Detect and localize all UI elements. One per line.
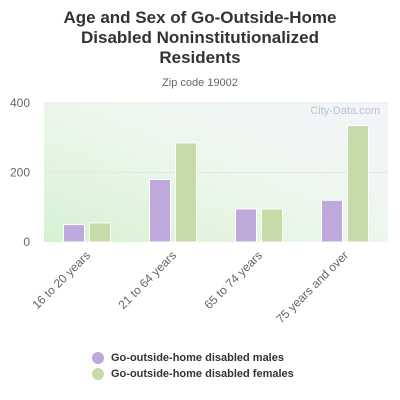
bar-males-2 (235, 208, 257, 243)
chart-subtitle: Zip code 19002 (162, 77, 238, 89)
chart-title-line-3: Residents (159, 48, 241, 67)
bar-females-2 (261, 208, 283, 243)
chart-title-line-2: Disabled Noninstitutionalized (80, 28, 319, 47)
bar-males-3 (321, 199, 343, 243)
legend-swatch-females (92, 368, 104, 380)
chart-title: Age and Sex of Go-Outside-Home Disabled … (0, 8, 400, 68)
bar-females-1 (175, 142, 197, 243)
x-tick-label: 21 to 64 years (115, 248, 179, 312)
x-tick-label: 75 years and over (273, 248, 351, 326)
bar-males-0 (63, 224, 85, 243)
watermark: City-Data.com (310, 105, 380, 117)
legend: Go-outside-home disabled males Go-outsid… (92, 350, 294, 382)
y-tick-label: 200 (10, 166, 30, 180)
x-tick-label: 16 to 20 years (29, 248, 93, 312)
legend-swatch-males (92, 352, 104, 364)
legend-item-males: Go-outside-home disabled males (92, 350, 294, 366)
chart-title-line-1: Age and Sex of Go-Outside-Home (63, 8, 337, 27)
legend-item-females: Go-outside-home disabled females (92, 366, 294, 382)
bar-females-0 (89, 222, 111, 243)
x-tick-label: 65 to 74 years (201, 248, 265, 312)
bar-females-3 (347, 125, 369, 243)
legend-label-males: Go-outside-home disabled males (111, 352, 284, 364)
y-tick-label: 400 (10, 96, 30, 110)
legend-label-females: Go-outside-home disabled females (111, 368, 294, 380)
bar-males-1 (149, 178, 171, 243)
y-tick-label: 0 (23, 235, 30, 249)
